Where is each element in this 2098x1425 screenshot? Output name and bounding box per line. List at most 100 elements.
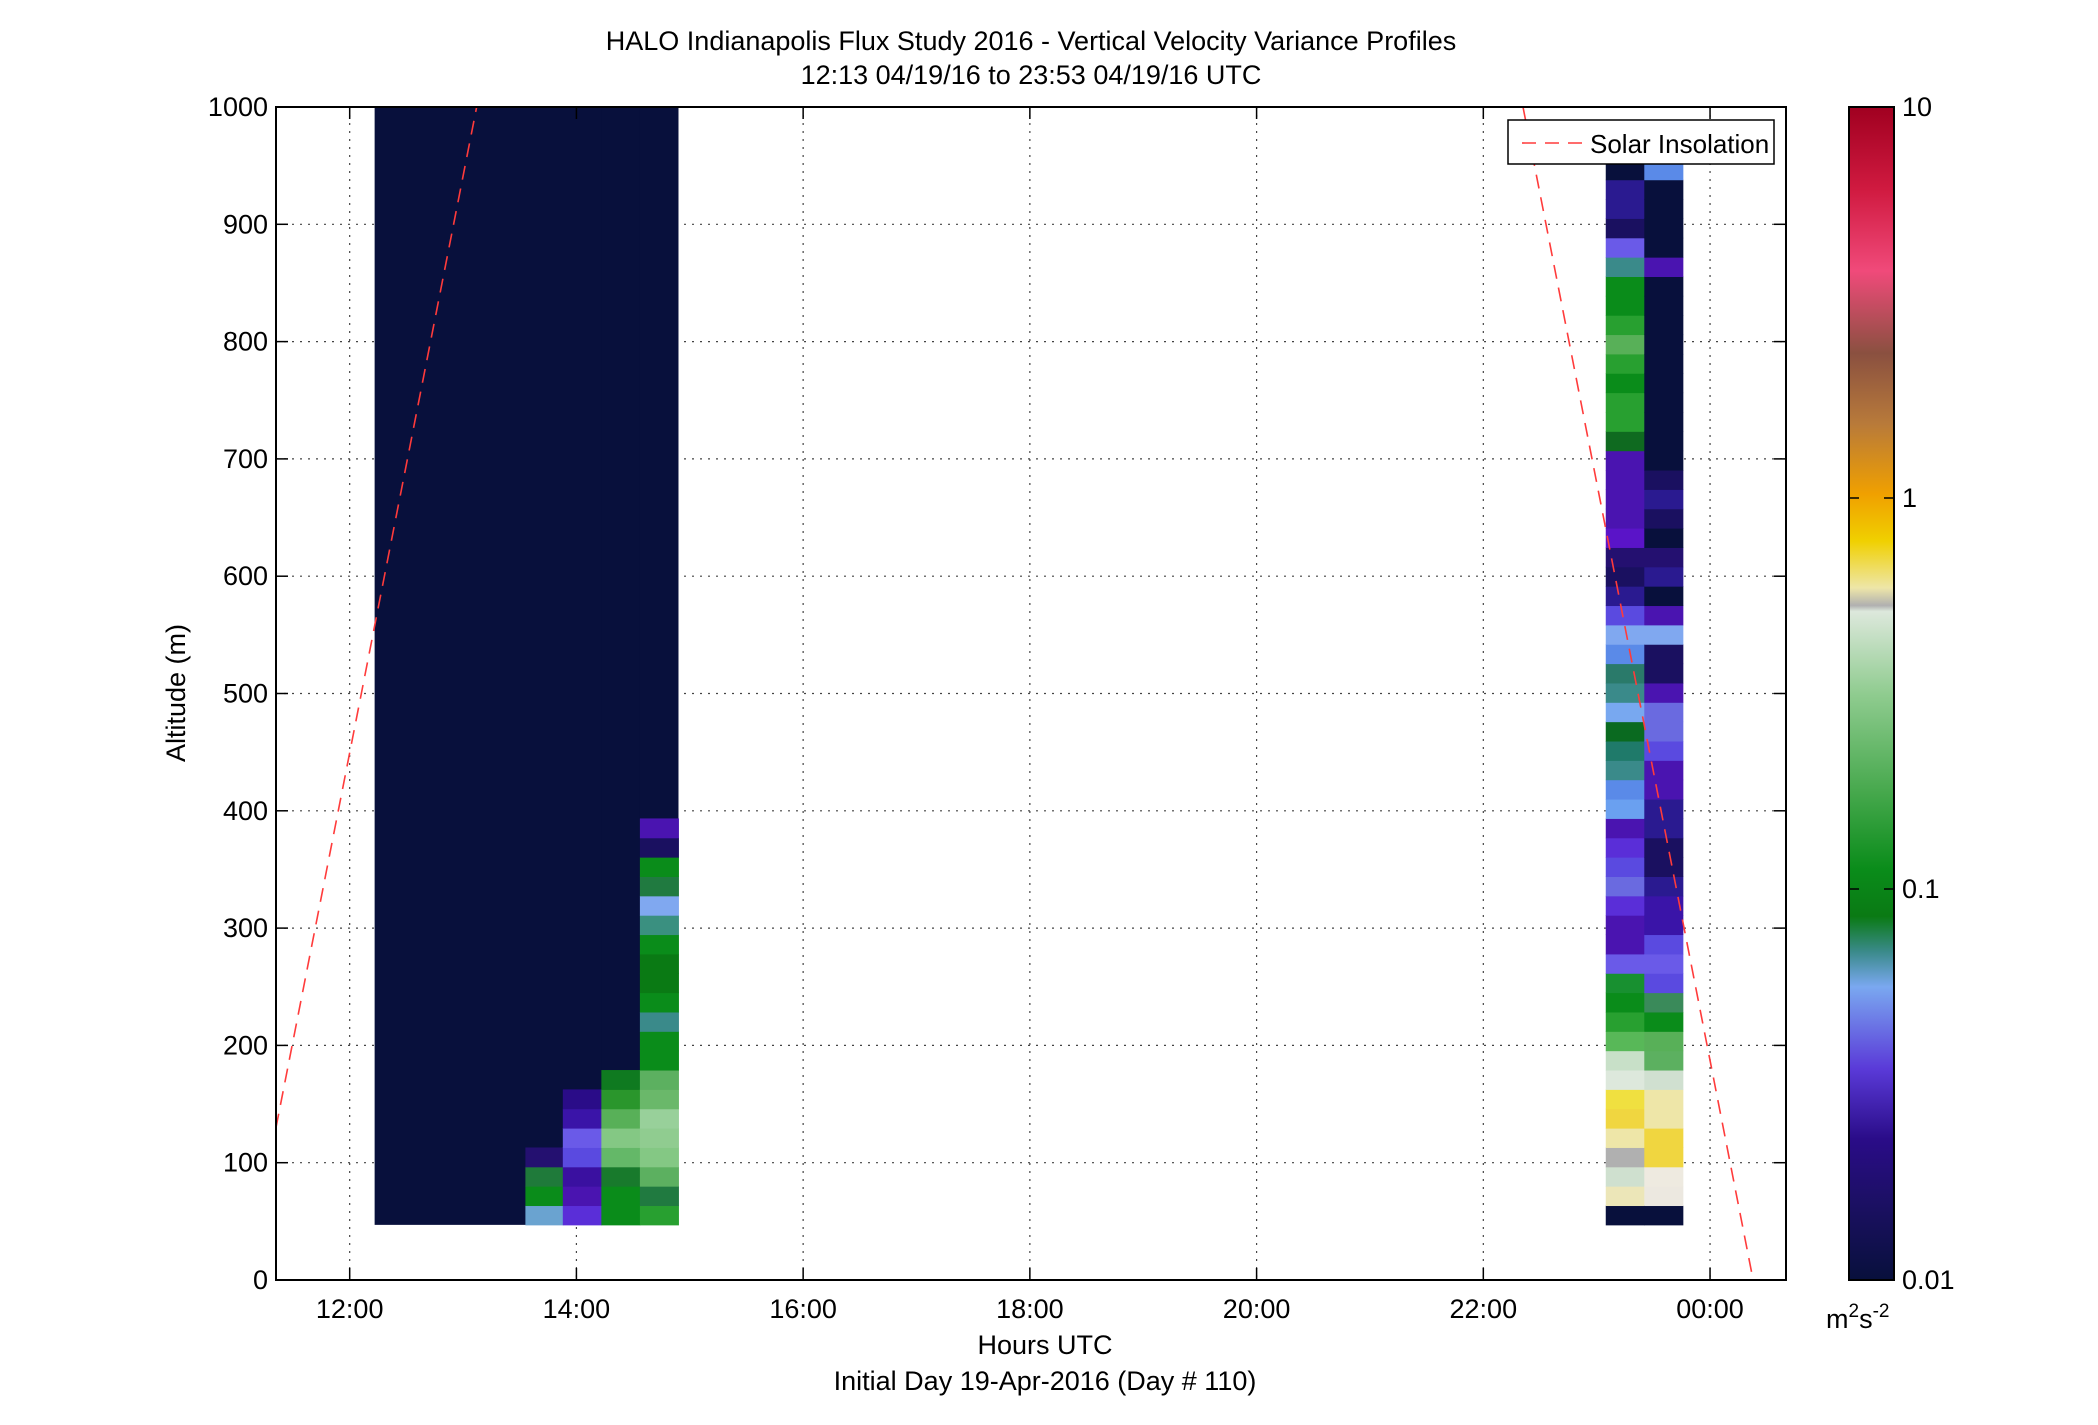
heatmap-cell <box>1644 992 1684 1013</box>
heatmap-cell <box>1644 1089 1684 1110</box>
y-axis-label: Altitude (m) <box>161 624 191 762</box>
heatmap-cell <box>1605 953 1645 974</box>
heatmap-cell <box>639 1205 679 1226</box>
heatmap-cell <box>1644 566 1684 587</box>
heatmap-cell <box>601 1166 641 1187</box>
heatmap-cell <box>525 1205 564 1226</box>
heatmap-cell <box>639 818 679 839</box>
heatmap-cell <box>562 1108 602 1129</box>
heatmap-cell <box>1605 702 1645 723</box>
heatmap-cell <box>639 1070 679 1090</box>
heatmap-cell <box>562 1186 602 1207</box>
solar-insolation-lines <box>276 107 1754 1280</box>
heatmap-cell <box>639 915 679 936</box>
heatmap-cell <box>1644 818 1684 839</box>
heatmap-cell <box>1644 895 1684 916</box>
heatmap-cell <box>1644 334 1684 355</box>
heatmap-cell <box>639 953 679 974</box>
heatmap-cell <box>1644 741 1684 761</box>
heatmap-cell <box>1605 741 1645 761</box>
heatmap-cell <box>1644 1031 1684 1052</box>
heatmap-cell <box>601 1108 641 1129</box>
heatmap-cell <box>1644 547 1684 568</box>
heatmap-cell <box>639 1147 679 1168</box>
heatmap-cell <box>1605 508 1645 529</box>
heatmap-cell <box>1644 760 1684 781</box>
heatmap-cell <box>1644 1147 1684 1168</box>
heatmap-cell <box>1644 1128 1684 1148</box>
heatmap-cell <box>1644 411 1684 432</box>
heatmap-cell <box>1644 353 1684 374</box>
heatmap-cell <box>639 1011 679 1032</box>
heatmap-cell <box>1644 1205 1684 1226</box>
y-tick-label: 800 <box>223 327 268 357</box>
unit-mid: s <box>1859 1304 1873 1334</box>
heatmap-cell <box>1605 237 1645 258</box>
heatmap-cell <box>1605 547 1645 568</box>
heatmap-cell <box>1644 586 1684 607</box>
colorbar-tick-label: 10 <box>1902 92 1932 122</box>
heatmap-cell <box>1605 1147 1645 1168</box>
heatmap-cell <box>639 992 679 1013</box>
heatmap-cell <box>1644 605 1684 626</box>
heatmap-cell <box>1644 663 1684 684</box>
colorbar: 0.01 0.1 1 10 m2s-2 <box>1826 92 1955 1334</box>
heatmap-cell <box>1644 199 1684 219</box>
chart-subtitle: 12:13 04/19/16 to 23:53 04/19/16 UTC <box>801 60 1262 90</box>
heatmap-cell <box>1644 160 1684 181</box>
heatmap-cell <box>639 1128 679 1148</box>
heatmap-cell <box>1605 857 1645 877</box>
heatmap-cell <box>1605 315 1645 336</box>
heatmap-cell <box>1605 411 1645 432</box>
y-tick-label: 900 <box>223 209 268 239</box>
heatmap-cell <box>639 837 679 858</box>
heatmap-cell <box>1644 237 1684 258</box>
heatmap-cell <box>1605 663 1645 684</box>
y-tick-label: 0 <box>253 1265 268 1295</box>
heatmap-cell <box>1644 702 1684 723</box>
heatmap-cell <box>1644 392 1684 413</box>
heatmap-cell <box>562 1147 602 1168</box>
heatmap-cell <box>1644 1070 1684 1090</box>
y-tick-label: 1000 <box>208 92 268 122</box>
x-tick-label: 12:00 <box>316 1294 384 1324</box>
heatmap-cell <box>1605 1031 1645 1052</box>
y-tick-label: 700 <box>223 444 268 474</box>
heatmap-cells <box>374 107 1684 1226</box>
heatmap-cell <box>1644 682 1684 703</box>
heatmap-cell <box>1605 392 1645 413</box>
heatmap-cell <box>1605 257 1645 277</box>
heatmap-cell <box>639 934 679 955</box>
heatmap-cell <box>1605 179 1645 200</box>
heatmap-cell <box>1605 1089 1645 1110</box>
y-tick-label: 100 <box>223 1148 268 1178</box>
heatmap-cell <box>1605 760 1645 781</box>
heatmap-cell <box>1605 1108 1645 1129</box>
unit-base: m <box>1826 1304 1849 1334</box>
heatmap-cell <box>1605 915 1645 936</box>
heatmap-cell <box>1605 566 1645 587</box>
chart-title: HALO Indianapolis Flux Study 2016 - Vert… <box>606 26 1456 56</box>
x-tick-label: 14:00 <box>543 1294 611 1324</box>
heatmap-cell <box>1644 528 1684 548</box>
heatmap-cell <box>1605 1186 1645 1207</box>
heatmap-cell <box>1644 837 1684 858</box>
heatmap-cell <box>1644 1186 1684 1207</box>
heatmap-cell <box>1644 934 1684 955</box>
heatmap-cell <box>1644 1166 1684 1187</box>
y-tick-label: 500 <box>223 679 268 709</box>
heatmap-cell <box>1605 489 1645 510</box>
heatmap-cell <box>639 876 679 897</box>
heatmap-cell <box>1605 295 1645 316</box>
heatmap-cell <box>1644 295 1684 316</box>
heatmap-cell <box>1605 1128 1645 1148</box>
heatmap-cell <box>1605 895 1645 916</box>
heatmap-cell <box>1605 779 1645 800</box>
legend-label-solar-insolation: Solar Insolation <box>1590 129 1769 159</box>
heatmap-cell <box>1605 450 1645 471</box>
heatmap-cell <box>1605 1011 1645 1032</box>
heatmap-cell <box>562 1128 602 1148</box>
heatmap-cell <box>1605 624 1645 645</box>
heatmap-cell <box>525 107 563 1148</box>
x-tick-label: 20:00 <box>1223 1294 1291 1324</box>
